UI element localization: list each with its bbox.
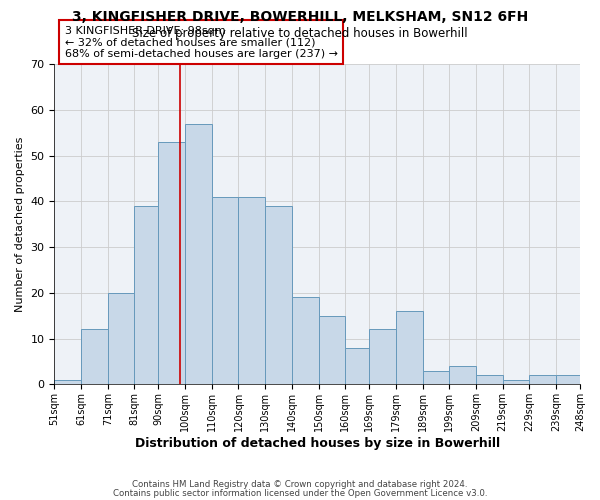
Bar <box>529 376 556 384</box>
Bar <box>503 380 529 384</box>
Bar <box>212 196 238 384</box>
Text: Contains public sector information licensed under the Open Government Licence v3: Contains public sector information licen… <box>113 488 487 498</box>
Bar <box>185 124 212 384</box>
Bar <box>108 293 134 384</box>
Text: Contains HM Land Registry data © Crown copyright and database right 2024.: Contains HM Land Registry data © Crown c… <box>132 480 468 489</box>
Bar <box>476 376 503 384</box>
Bar <box>238 196 265 384</box>
Text: 3 KINGFISHER DRIVE: 98sqm
← 32% of detached houses are smaller (112)
68% of semi: 3 KINGFISHER DRIVE: 98sqm ← 32% of detac… <box>65 26 338 58</box>
Bar <box>319 316 345 384</box>
Text: 3, KINGFISHER DRIVE, BOWERHILL, MELKSHAM, SN12 6FH: 3, KINGFISHER DRIVE, BOWERHILL, MELKSHAM… <box>72 10 528 24</box>
Bar <box>292 298 319 384</box>
Bar <box>449 366 476 384</box>
X-axis label: Distribution of detached houses by size in Bowerhill: Distribution of detached houses by size … <box>134 437 500 450</box>
Bar <box>556 376 580 384</box>
Bar <box>158 142 185 384</box>
Bar <box>422 370 449 384</box>
Bar <box>55 380 81 384</box>
Bar <box>134 206 158 384</box>
Bar <box>345 348 369 385</box>
Bar <box>265 206 292 384</box>
Y-axis label: Number of detached properties: Number of detached properties <box>15 136 25 312</box>
Bar <box>369 330 396 384</box>
Bar <box>81 330 108 384</box>
Bar <box>396 311 422 384</box>
Text: Size of property relative to detached houses in Bowerhill: Size of property relative to detached ho… <box>132 28 468 40</box>
